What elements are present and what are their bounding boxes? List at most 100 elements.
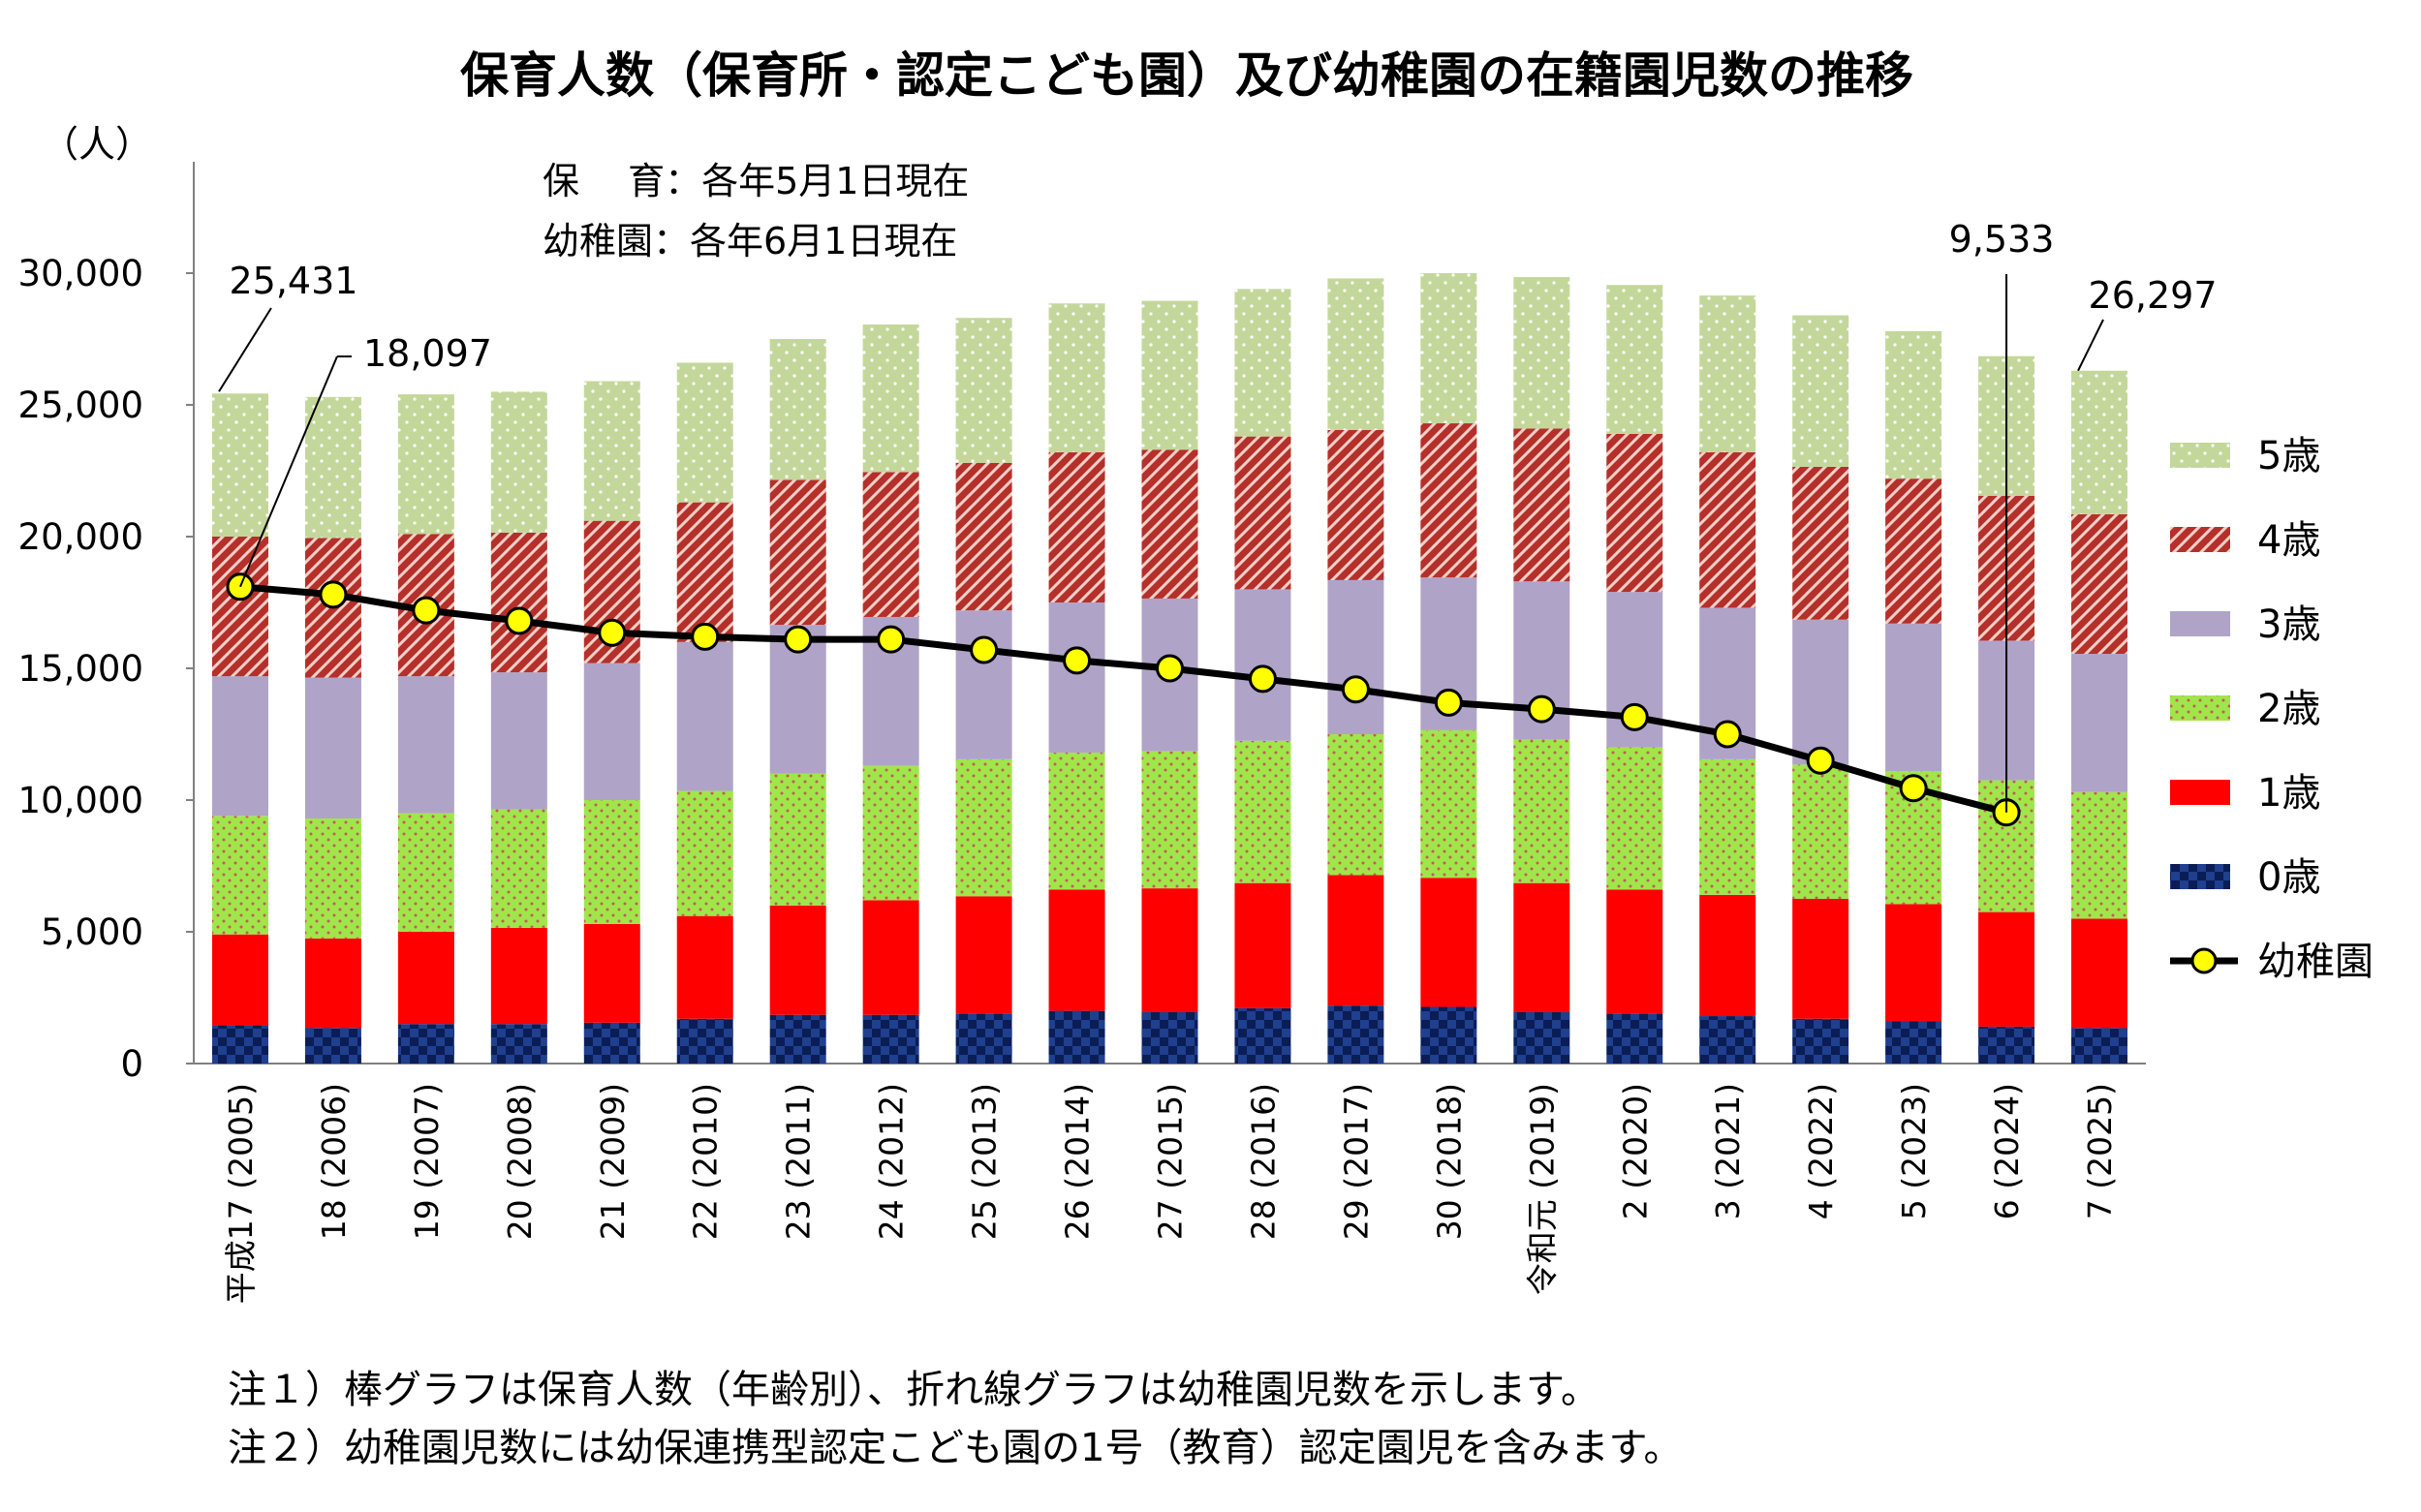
line-point: [877, 625, 906, 654]
bar-segment-0歳: [583, 1022, 640, 1064]
line-point: [1620, 702, 1649, 731]
x-tick-label: 29 (2017): [1337, 1083, 1375, 1240]
line-point: [1434, 688, 1463, 717]
bar-segment-3歳: [676, 641, 733, 791]
bar-segment-2歳: [583, 800, 640, 924]
x-tick-label: 23 (2011): [780, 1083, 818, 1240]
bar-segment-0歳: [1327, 1005, 1384, 1064]
bar-segment-1歳: [490, 927, 547, 1025]
bar-segment-1歳: [955, 896, 1012, 1014]
bar-segment-4歳: [2071, 513, 2128, 655]
bar-segment-0歳: [1420, 1006, 1477, 1064]
x-tick-label: 20 (2008): [501, 1083, 539, 1240]
data-label: 18,097: [363, 332, 492, 375]
line-point: [598, 618, 627, 647]
bar-segment-5歳: [1327, 278, 1384, 430]
bar-segment-1歳: [1327, 875, 1384, 1006]
y-tick-label: 15,000: [18, 648, 143, 690]
bar-segment-1歳: [1141, 888, 1198, 1012]
bar-segment-2歳: [397, 813, 454, 932]
x-tick-label: 25 (2013): [966, 1083, 1004, 1240]
bar-segment-1歳: [769, 905, 826, 1015]
bar-segment-0歳: [211, 1025, 268, 1064]
bar-segment-5歳: [490, 391, 547, 533]
bar-segment-0歳: [676, 1018, 733, 1064]
legend-swatch-5歳: [2170, 443, 2230, 468]
bar-segment-3歳: [490, 672, 547, 810]
line-point: [1713, 720, 1742, 749]
bar-segment-4歳: [1513, 428, 1570, 582]
x-tick-label: 26 (2014): [1059, 1083, 1097, 1240]
bar-segment-2歳: [955, 758, 1012, 897]
bar-segment-3歳: [1048, 602, 1105, 754]
bar-segment-1歳: [2071, 918, 2128, 1029]
legend-label: 5歳: [2257, 434, 2320, 478]
bar-segment-1歳: [1699, 894, 1756, 1017]
line-point: [1899, 774, 1928, 803]
bar-segment-3歳: [955, 610, 1012, 759]
x-tick-label: 24 (2012): [873, 1083, 911, 1240]
bar-segment-2歳: [1048, 753, 1105, 890]
x-tick-label: 7 (2025): [2081, 1083, 2119, 1219]
legend-swatch-marker: [2190, 947, 2218, 974]
line-point: [970, 635, 999, 664]
line-youchien: [239, 583, 2007, 817]
x-tick-label: 22 (2010): [687, 1083, 725, 1240]
bar-segment-0歳: [304, 1028, 361, 1064]
y-tick-label: 5,000: [41, 911, 143, 953]
bar-segment-3歳: [211, 676, 268, 817]
bar-segment-1歳: [1606, 889, 1663, 1014]
bar-segment-1歳: [1513, 882, 1570, 1012]
bar-segment-0歳: [769, 1014, 826, 1064]
legend-label: 1歳: [2257, 771, 2320, 816]
bar-segment-3歳: [397, 676, 454, 814]
line-point: [784, 625, 813, 654]
line-point: [1248, 664, 1277, 694]
annotation-leader: [2077, 319, 2104, 372]
line-point: [505, 606, 534, 635]
bar-segment-2歳: [2071, 791, 2128, 919]
bar-segment-1歳: [304, 938, 361, 1029]
bar-segment-0歳: [862, 1014, 919, 1064]
x-tick-label: 21 (2009): [594, 1083, 632, 1240]
bar-segment-4歳: [1327, 429, 1384, 580]
x-tick-label: 6 (2024): [1988, 1083, 2026, 1219]
line-point: [1063, 646, 1092, 675]
bar-segment-5歳: [583, 381, 640, 521]
bar-segment-5歳: [1513, 277, 1570, 429]
bar-segment-0歳: [397, 1024, 454, 1064]
x-tick-label: 平成17 (2005): [222, 1083, 260, 1304]
legend-swatch-3歳: [2170, 611, 2230, 636]
bar-segment-2歳: [1513, 739, 1570, 883]
line-point: [1527, 694, 1556, 724]
bar-segment-0歳: [1606, 1013, 1663, 1064]
x-tick-label: 30 (2018): [1430, 1083, 1468, 1240]
bar-segment-3歳: [2071, 654, 2128, 792]
bar-segment-0歳: [1513, 1011, 1570, 1064]
bar-segment-2歳: [1699, 758, 1756, 895]
x-tick-label: 28 (2016): [1244, 1083, 1282, 1240]
legend-label: 3歳: [2257, 602, 2320, 647]
bar-segment-4歳: [862, 472, 919, 617]
bar-segment-1歳: [1234, 882, 1291, 1008]
bar-segment-1歳: [583, 923, 640, 1023]
bar-segment-0歳: [1699, 1016, 1756, 1064]
bar-segment-4歳: [211, 537, 268, 677]
bar-segment-1歳: [1048, 889, 1105, 1011]
legend-swatch-0歳: [2170, 864, 2230, 889]
bar-segment-4歳: [769, 479, 826, 626]
bar-segment-4歳: [1048, 451, 1105, 602]
bar-segment-5歳: [1141, 300, 1198, 450]
bar-segment-1歳: [1978, 911, 2035, 1027]
note-2: 注２）幼稚園児数には幼保連携型認定こども園の1号（教育）認定園児を含みます。: [228, 1426, 1682, 1470]
bar-segment-5歳: [1606, 285, 1663, 434]
note-1: 注１）棒グラフは保育人数（年齢別）、折れ線グラフは幼稚園児数を示します。: [228, 1368, 1599, 1412]
bar-segment-0歳: [1048, 1010, 1105, 1064]
line-point: [319, 580, 348, 609]
x-tick-label: 3 (2021): [1709, 1083, 1747, 1219]
bar-segment-0歳: [1141, 1011, 1198, 1064]
bar-segment-2歳: [211, 816, 268, 935]
y-axis-unit: （人）: [42, 123, 152, 166]
x-tick-label: 4 (2022): [1802, 1083, 1840, 1219]
